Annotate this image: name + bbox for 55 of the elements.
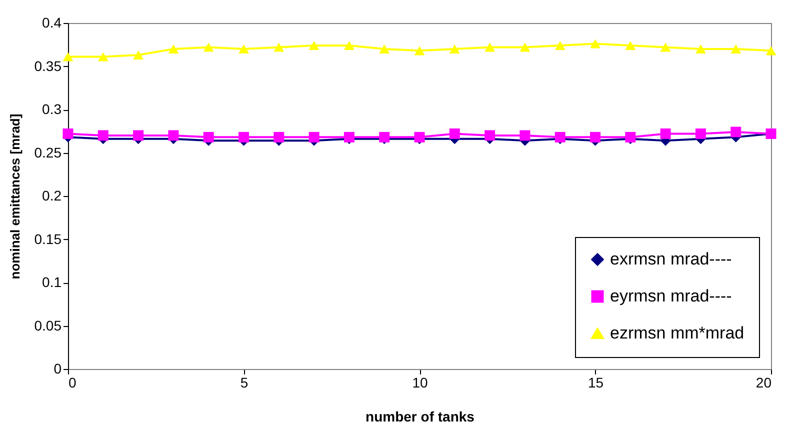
point bbox=[449, 44, 460, 54]
point bbox=[379, 44, 390, 54]
point bbox=[484, 42, 496, 52]
point bbox=[695, 44, 706, 54]
legend-label: eyrmsn mrad---- bbox=[610, 286, 732, 306]
y-tick-label: 0.1 bbox=[42, 274, 62, 290]
point bbox=[520, 130, 530, 141]
x-tick-label: 15 bbox=[588, 374, 604, 390]
point bbox=[590, 39, 600, 48]
y-tick-label: 0.25 bbox=[34, 144, 62, 160]
point bbox=[660, 128, 671, 139]
y-tick-label: 0.15 bbox=[34, 230, 62, 247]
point bbox=[238, 132, 249, 142]
x-tick-label: 10 bbox=[412, 374, 428, 390]
point bbox=[520, 42, 530, 52]
point bbox=[168, 44, 179, 54]
point bbox=[308, 40, 320, 50]
y-tick-label: 0.05 bbox=[34, 317, 62, 334]
point bbox=[766, 46, 776, 56]
x-tick-label: 0 bbox=[68, 374, 76, 390]
point bbox=[660, 42, 671, 52]
point bbox=[449, 128, 460, 139]
point bbox=[484, 130, 496, 141]
point bbox=[133, 50, 144, 60]
y-tick-label: 0.2 bbox=[42, 188, 62, 204]
point bbox=[730, 44, 742, 54]
point bbox=[98, 52, 108, 62]
point bbox=[62, 52, 74, 62]
x-axis-title: number of tanks bbox=[366, 408, 475, 424]
point bbox=[590, 132, 600, 142]
point bbox=[98, 130, 108, 141]
point bbox=[274, 42, 284, 52]
point bbox=[344, 40, 354, 50]
point bbox=[274, 132, 284, 142]
point bbox=[203, 42, 214, 52]
point bbox=[308, 132, 320, 142]
legend-label: ezrmsn mm*mrad bbox=[610, 324, 744, 342]
point bbox=[203, 132, 214, 142]
point bbox=[238, 44, 249, 54]
y-tick-label: 0.35 bbox=[34, 58, 62, 74]
point bbox=[625, 40, 636, 50]
point bbox=[695, 128, 706, 139]
legend-label: exrmsn mrad---- bbox=[610, 250, 732, 268]
point bbox=[554, 40, 566, 50]
point bbox=[62, 128, 74, 139]
x-tick-label: 5 bbox=[240, 374, 248, 390]
y-tick-label: 0.3 bbox=[42, 101, 62, 117]
x-tick-label: 20 bbox=[756, 374, 772, 390]
point bbox=[168, 130, 179, 141]
point bbox=[730, 126, 742, 138]
y-axis-title: nominal emittances [mrad] bbox=[7, 114, 22, 280]
point bbox=[414, 46, 425, 56]
y-tick-label: 0 bbox=[54, 360, 62, 376]
y-tick-label: 0.4 bbox=[42, 14, 62, 30]
point bbox=[133, 130, 144, 141]
